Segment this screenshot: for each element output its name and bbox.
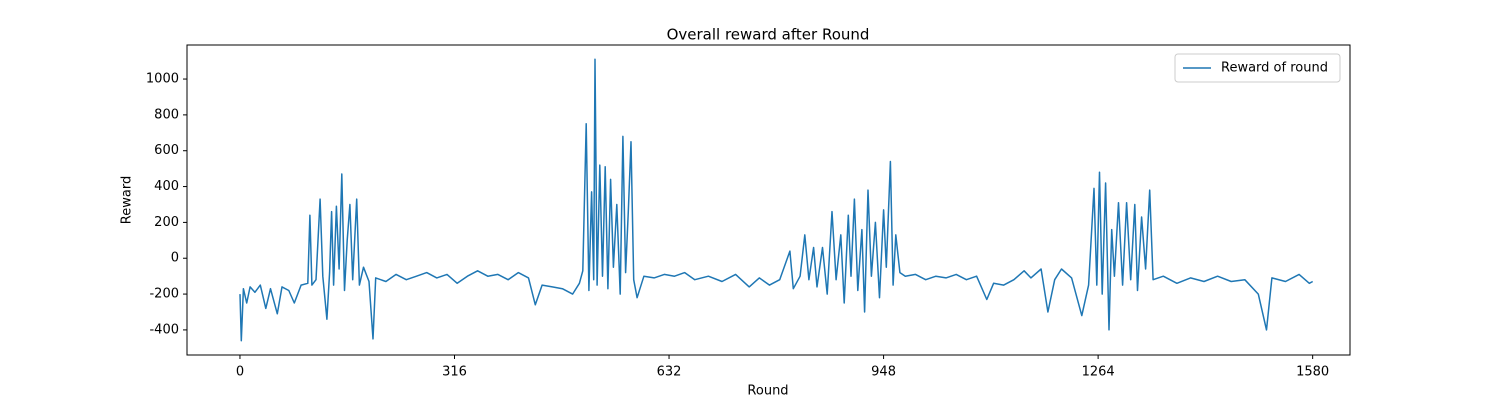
- chart-title: Overall reward after Round: [667, 26, 870, 44]
- y-tick-label: 600: [154, 143, 179, 158]
- plot-frame: [186, 44, 1351, 356]
- x-tick-label: 1580: [1296, 365, 1329, 380]
- x-tick-label: 316: [442, 365, 467, 380]
- y-tick-label: 200: [154, 215, 179, 230]
- legend-label: Reward of round: [1221, 61, 1328, 76]
- y-tick-label: 1000: [146, 72, 179, 87]
- x-tick-label: 0: [236, 365, 244, 380]
- legend-box: [1174, 53, 1341, 83]
- x-axis-label: Round: [747, 384, 788, 399]
- y-tick-label: 400: [154, 179, 179, 194]
- y-axis-label: Reward: [120, 176, 135, 224]
- y-tick-label: -200: [149, 287, 179, 302]
- y-tick-label: 800: [154, 107, 179, 122]
- y-tick-label: -400: [149, 322, 179, 337]
- x-tick-label: 948: [871, 365, 896, 380]
- data-line: [239, 58, 1314, 342]
- x-tick-label: 1264: [1082, 365, 1115, 380]
- y-tick-label: 0: [171, 251, 179, 266]
- x-tick-label: 632: [657, 365, 682, 380]
